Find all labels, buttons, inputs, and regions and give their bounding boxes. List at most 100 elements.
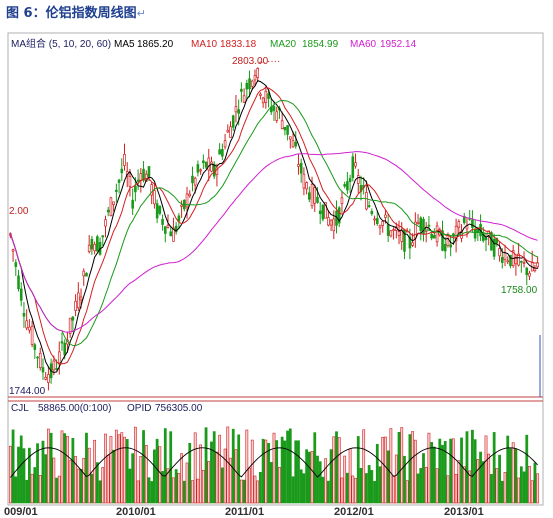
candle-body xyxy=(299,162,303,174)
volume-bar xyxy=(106,455,110,504)
volume-bar xyxy=(509,448,512,504)
ma10-label: MA10 xyxy=(191,39,218,50)
volume-bar xyxy=(153,449,156,504)
candle-body xyxy=(522,261,526,264)
volume-bar xyxy=(264,439,268,504)
candle-body xyxy=(457,221,461,228)
candle-body xyxy=(354,162,357,167)
candle-body xyxy=(492,239,496,257)
volume-bar xyxy=(378,466,382,504)
volume-bar xyxy=(294,440,298,504)
volume-bar xyxy=(522,471,526,504)
volume-bar xyxy=(362,429,366,504)
volume-bar xyxy=(49,432,53,504)
x-tick-label: 2011/01 xyxy=(225,506,264,518)
candle-body xyxy=(221,149,224,157)
candle-body xyxy=(397,231,401,236)
candle-body xyxy=(153,190,156,205)
candle-body xyxy=(199,169,202,172)
candle-body xyxy=(25,320,28,329)
candle-body xyxy=(267,93,270,99)
volume-bar xyxy=(144,445,148,504)
volume-bar xyxy=(278,467,281,504)
candle-body xyxy=(305,182,308,190)
volume-bar xyxy=(85,432,88,504)
volume-bar xyxy=(465,431,469,504)
volume-bar xyxy=(506,435,510,504)
volume-bar xyxy=(68,460,72,504)
candle-body xyxy=(481,232,485,241)
ma20-label: MA20 xyxy=(270,39,297,50)
volume-bar xyxy=(136,480,140,504)
volume-bar xyxy=(305,449,309,504)
volume-bar xyxy=(223,448,227,504)
volume-bar xyxy=(220,467,224,504)
candle-body xyxy=(240,88,243,92)
volume-bar xyxy=(316,455,319,504)
volume-bar xyxy=(82,457,86,504)
x-tick-label: 2012/01 xyxy=(334,506,374,518)
candle-body xyxy=(332,218,336,232)
candle-body xyxy=(528,272,531,277)
candle-body xyxy=(514,257,518,265)
candle-body xyxy=(365,192,368,210)
candle-body xyxy=(261,97,265,104)
volume-bar xyxy=(446,475,450,504)
candle-body xyxy=(422,218,425,235)
candle-body xyxy=(191,175,194,184)
volume-bar xyxy=(432,446,436,504)
candle-body xyxy=(38,352,42,368)
volume-bar xyxy=(345,472,349,504)
candle-body xyxy=(242,95,246,103)
volume-bar xyxy=(310,451,314,504)
candle-body xyxy=(17,275,20,290)
volume-bar xyxy=(128,468,132,504)
candle-body xyxy=(272,106,276,111)
volume-bar xyxy=(139,456,143,504)
volume-bar xyxy=(471,429,474,504)
volume-bar xyxy=(150,481,154,504)
volume-bar xyxy=(71,437,75,504)
volume-bar xyxy=(351,475,355,504)
candle-body xyxy=(150,184,153,196)
candle-body xyxy=(128,176,132,187)
volume-bar xyxy=(239,479,243,504)
volume-bar xyxy=(267,442,270,504)
candle-body xyxy=(441,230,444,251)
candle-body xyxy=(212,163,216,177)
candle-body xyxy=(346,181,349,191)
candle-body xyxy=(161,218,164,225)
candle-body xyxy=(166,224,170,228)
candle-body xyxy=(408,236,412,249)
ma-legend: MA组合 (5, 10, 20, 60) MA5 1865.20 MA10 18… xyxy=(11,37,417,50)
volume-bar xyxy=(514,448,518,504)
candle-body xyxy=(321,204,325,220)
candle-body xyxy=(172,227,175,242)
candle-body xyxy=(155,203,159,219)
volume-bar xyxy=(174,469,178,504)
volume-bar xyxy=(413,439,417,504)
candle-body xyxy=(245,82,249,90)
candle-body xyxy=(253,75,257,81)
candle-body xyxy=(44,376,47,380)
volume-bar xyxy=(229,457,232,504)
volume-bar xyxy=(33,467,37,504)
candle-body xyxy=(180,204,183,207)
candle-body xyxy=(525,267,529,276)
volume-bar xyxy=(430,442,434,504)
volume-bar xyxy=(490,474,493,504)
volume-bar xyxy=(177,472,181,504)
volume-bar xyxy=(74,456,77,504)
candle-body xyxy=(498,248,501,257)
candle-body xyxy=(11,249,15,252)
volume-bar xyxy=(27,447,31,504)
candle-body xyxy=(123,153,126,166)
volume-bar xyxy=(210,441,213,504)
candle-body xyxy=(520,260,523,263)
candle-body xyxy=(435,225,439,243)
volume-bar xyxy=(158,446,162,504)
candle-body xyxy=(430,233,433,239)
volume-bar xyxy=(525,434,529,504)
volume-bar xyxy=(365,473,368,504)
ma20-value: 1854.99 xyxy=(302,39,339,50)
